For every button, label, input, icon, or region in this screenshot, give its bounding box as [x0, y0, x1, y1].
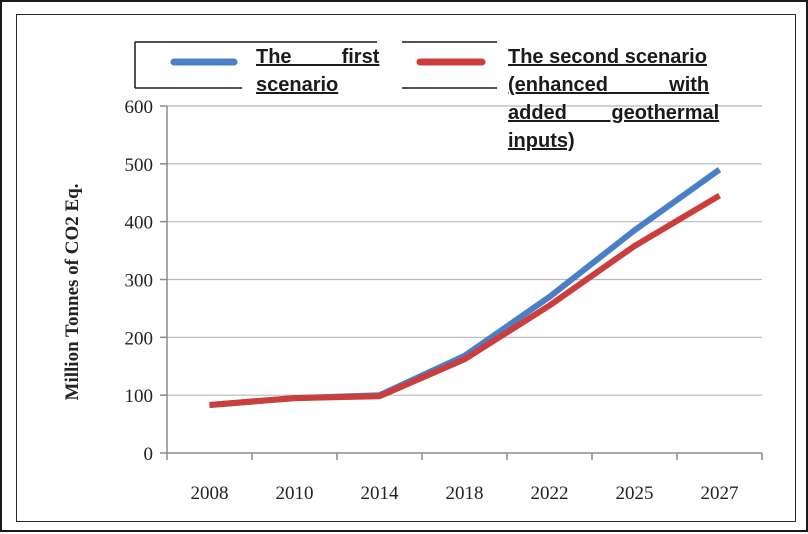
gridlines [167, 106, 762, 395]
y-tick-label: 100 [125, 386, 154, 407]
y-tick-label: 500 [125, 155, 154, 176]
legend: The first scenario The second scenario (enh… [135, 42, 719, 152]
series-line-1 [210, 170, 720, 405]
x-tick-label: 2018 [446, 483, 484, 504]
legend-label-line: added geothermal [508, 102, 719, 124]
legend-items: The first scenario The second scenario (enh… [174, 46, 719, 152]
y-tick-label: 600 [125, 97, 154, 118]
y-axis-label: Million Tonnes of CO2 Eq. [62, 184, 83, 401]
y-tick-label: 0 [144, 444, 154, 465]
legend-label-line: (enhanced with [508, 74, 709, 96]
x-tick-label: 2022 [531, 483, 569, 504]
legend-label-line: scenario [256, 74, 338, 96]
x-tick-label: 2010 [276, 483, 314, 504]
series-lines [209, 170, 719, 406]
y-tick-label: 400 [125, 213, 154, 234]
x-tick-label: 2027 [701, 483, 739, 504]
legend-label-line: The second scenario [508, 46, 707, 68]
legend-label-1: The first scenario [256, 46, 380, 96]
legend-label-2: The second scenario (enhanced with added g… [508, 46, 719, 152]
y-tick-labels: 0 100 200 300 400 500 600 [125, 97, 168, 465]
y-tick-label: 300 [125, 271, 154, 292]
x-tick-label: 2014 [361, 483, 400, 504]
y-tick-label: 200 [125, 328, 154, 349]
legend-label-line: The first [256, 46, 380, 68]
x-tick-labels: 2008 2010 2014 2018 2022 2025 2027 [167, 453, 762, 504]
x-tick-label: 2008 [191, 483, 229, 504]
x-tick-label: 2025 [616, 483, 654, 504]
legend-label-line: inputs) [508, 130, 575, 152]
